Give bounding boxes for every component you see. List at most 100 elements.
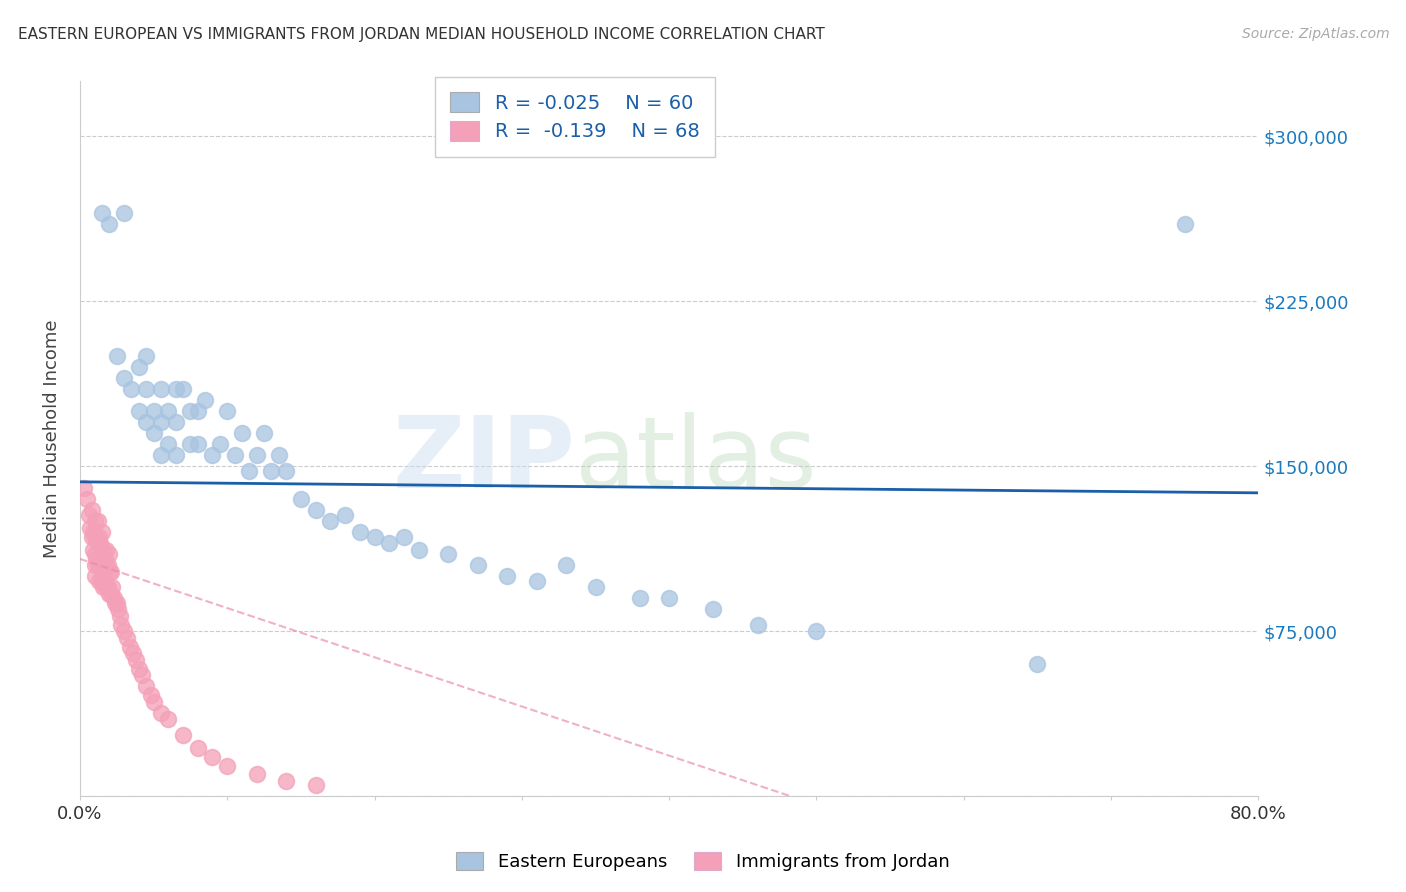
Point: [304, 779, 326, 793]
Point: [83, 548, 105, 562]
Point: [290, 492, 312, 507]
Text: EASTERN EUROPEAN VS IMMIGRANTS FROM JORDAN MEDIAN HOUSEHOLD INCOME CORRELATION C: EASTERN EUROPEAN VS IMMIGRANTS FROM JORD…: [18, 27, 825, 42]
Point: [658, 591, 681, 606]
Point: [86, 536, 108, 550]
Point: [91, 574, 114, 588]
Point: [89, 558, 111, 573]
Point: [94, 574, 117, 588]
Point: [276, 464, 298, 478]
Point: [84, 530, 107, 544]
Point: [142, 695, 165, 709]
Point: [83, 569, 105, 583]
Point: [276, 774, 298, 789]
Point: [149, 706, 172, 720]
Point: [83, 558, 105, 573]
Point: [165, 416, 187, 430]
Point: [555, 558, 578, 573]
Point: [105, 350, 128, 364]
Point: [86, 558, 108, 573]
Point: [157, 713, 180, 727]
Point: [149, 449, 172, 463]
Point: [96, 543, 118, 558]
Point: [246, 767, 269, 781]
Point: [363, 530, 385, 544]
Point: [157, 437, 180, 451]
Point: [131, 668, 153, 682]
Point: [172, 383, 194, 397]
Point: [101, 581, 124, 595]
Point: [98, 218, 121, 232]
Point: [87, 552, 110, 566]
Point: [628, 591, 651, 606]
Point: [118, 640, 141, 654]
Point: [1174, 218, 1197, 232]
Point: [157, 404, 180, 418]
Point: [91, 206, 114, 220]
Point: [107, 602, 129, 616]
Point: [108, 609, 131, 624]
Point: [1026, 657, 1049, 672]
Point: [97, 558, 120, 573]
Point: [98, 587, 121, 601]
Point: [84, 552, 107, 566]
Point: [702, 602, 724, 616]
Point: [89, 536, 111, 550]
Point: [93, 543, 115, 558]
Point: [110, 618, 132, 632]
Point: [238, 464, 260, 478]
Point: [125, 653, 148, 667]
Point: [128, 662, 150, 676]
Point: [103, 591, 125, 606]
Point: [87, 530, 110, 544]
Point: [128, 404, 150, 418]
Point: [165, 383, 187, 397]
Point: [93, 565, 115, 579]
Point: [217, 404, 239, 418]
Point: [437, 548, 460, 562]
Point: [187, 741, 209, 756]
Point: [224, 449, 246, 463]
Legend: R = -0.025    N = 60, R =  -0.139    N = 68: R = -0.025 N = 60, R = -0.139 N = 68: [434, 77, 716, 157]
Point: [80, 530, 103, 544]
Point: [77, 508, 100, 522]
Point: [83, 515, 105, 529]
Point: [217, 758, 239, 772]
Point: [76, 492, 98, 507]
Point: [97, 581, 120, 595]
Point: [87, 574, 110, 588]
Point: [98, 565, 121, 579]
Point: [246, 449, 269, 463]
Point: [201, 749, 224, 764]
Point: [194, 393, 217, 408]
Point: [128, 360, 150, 375]
Point: [408, 543, 430, 558]
Point: [120, 383, 142, 397]
Point: [747, 618, 769, 632]
Y-axis label: Median Household Income: Median Household Income: [44, 319, 60, 558]
Point: [172, 728, 194, 742]
Point: [115, 631, 138, 645]
Point: [135, 350, 157, 364]
Point: [179, 437, 201, 451]
Point: [91, 543, 114, 558]
Point: [585, 581, 607, 595]
Point: [392, 530, 415, 544]
Point: [142, 404, 165, 418]
Point: [253, 426, 276, 441]
Point: [98, 548, 121, 562]
Point: [82, 525, 104, 540]
Point: [165, 449, 187, 463]
Point: [100, 587, 122, 601]
Point: [100, 565, 122, 579]
Point: [201, 449, 224, 463]
Point: [112, 206, 135, 220]
Text: Source: ZipAtlas.com: Source: ZipAtlas.com: [1241, 27, 1389, 41]
Point: [187, 437, 209, 451]
Point: [93, 581, 115, 595]
Point: [94, 552, 117, 566]
Point: [112, 624, 135, 639]
Point: [467, 558, 489, 573]
Point: [378, 536, 401, 550]
Point: [496, 569, 519, 583]
Point: [86, 515, 108, 529]
